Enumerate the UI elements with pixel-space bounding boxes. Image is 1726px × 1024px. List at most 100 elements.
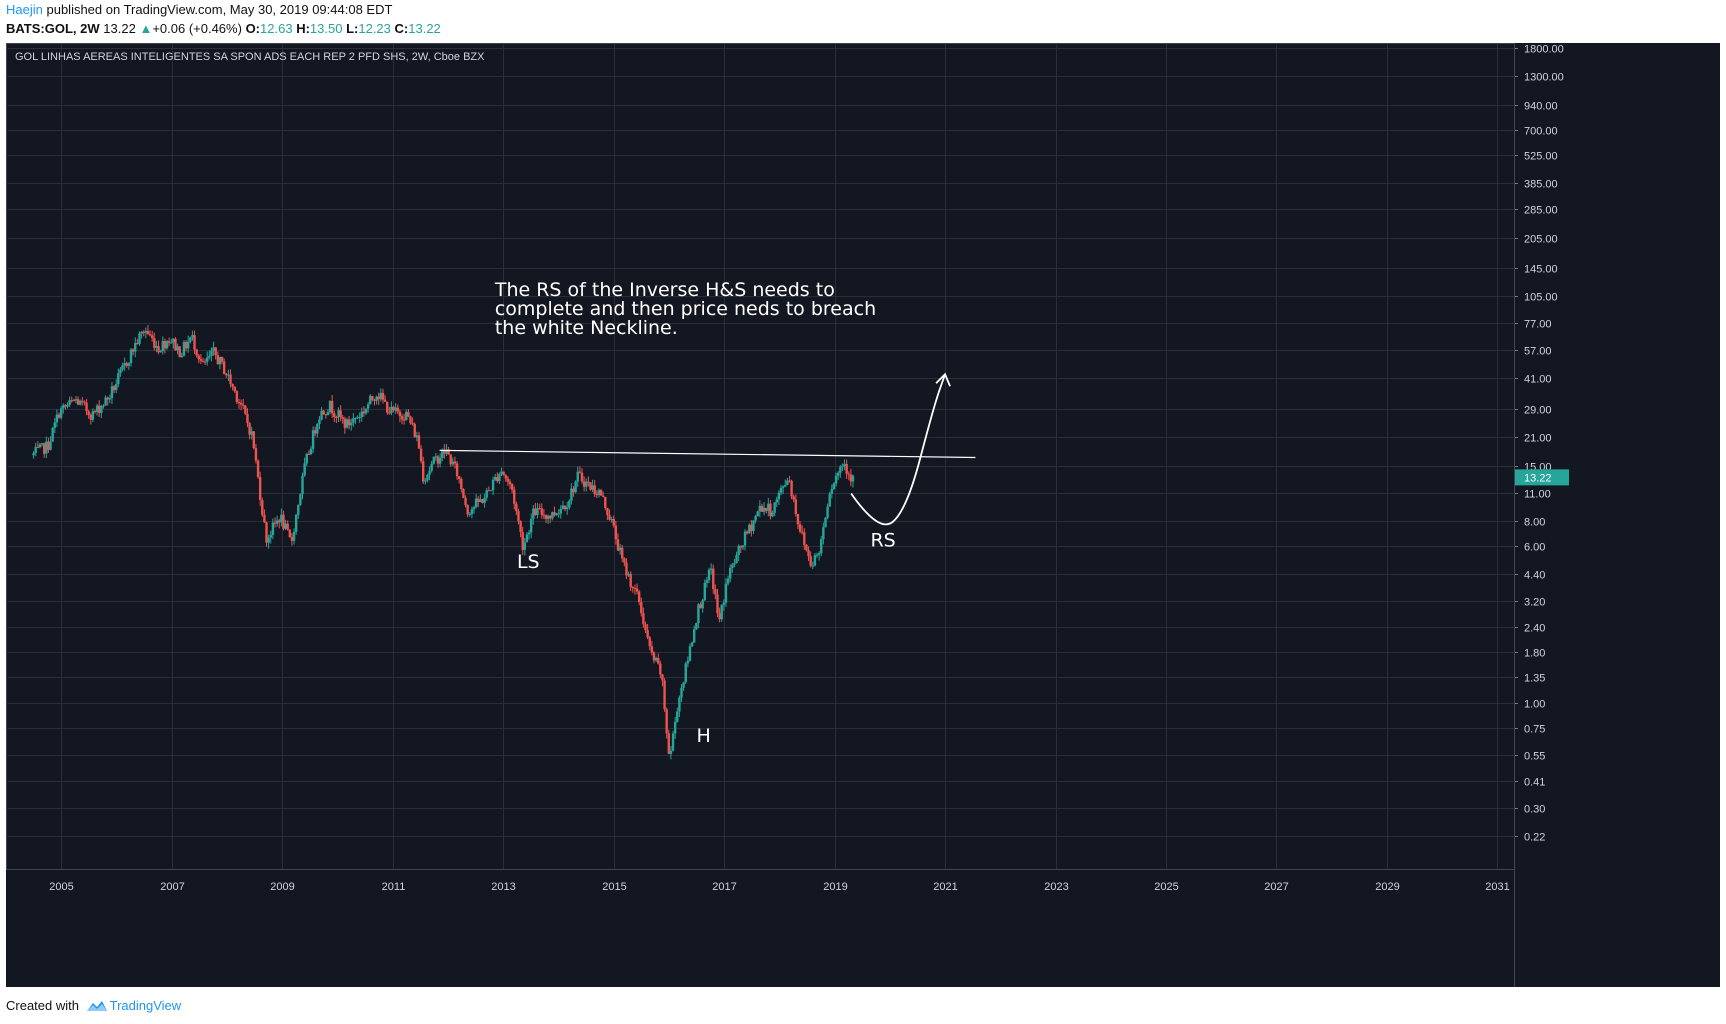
candle-body [146,331,150,335]
candle-body [150,335,154,339]
candle-body [582,481,586,487]
y-tick-label: 1.00 [1524,699,1545,711]
candle-body [464,497,467,506]
candle-body [601,495,605,497]
candle-body [720,604,723,620]
candle-body [379,392,383,400]
candle-body [546,515,550,519]
candle-body [108,398,112,400]
candle-body [225,374,228,376]
candle-body [117,373,120,385]
candle-body [805,544,808,551]
candle-body [430,463,433,471]
candle-body [98,405,101,413]
tradingview-link[interactable]: TradingView [109,998,182,1013]
candle-body [167,341,171,343]
candle-body [70,400,73,402]
candle-body [470,509,474,515]
candle-body [189,337,192,342]
chart-container[interactable]: 2005 2007 2009 2011 2013 2015 2017 2019 2021 2023… [6,43,1720,987]
annotation-label-ls: LS [517,551,540,573]
y-tick-label: 205.00 [1524,234,1558,246]
candle-body [807,550,810,557]
candle-body [373,399,376,401]
y-tick-label: 1.80 [1524,648,1545,660]
candle-body [271,522,275,535]
candle-body [676,711,679,722]
candle-body [608,515,611,520]
candle-body [436,456,440,464]
candle-body [43,443,46,454]
candle-body [400,416,404,420]
author-link[interactable]: Haejin [6,2,43,17]
x-tick-label: 2005 [49,881,73,893]
candle-body [390,406,393,413]
candle-body [364,408,368,414]
publish-info: Haejin published on TradingView.com, May… [6,2,392,17]
candle-body [743,531,747,546]
candle-body [529,518,533,533]
candle-body [784,484,787,487]
candle-body [477,498,480,503]
candle-body [735,555,738,564]
candle-body [235,391,239,403]
candle-body [248,423,251,435]
y-tick-label: 0.41 [1524,777,1545,789]
candle-body [424,480,427,482]
candle-body [201,360,205,362]
candle-body [701,600,704,609]
x-tick-label: 2011 [382,881,406,893]
candle-body [847,473,850,475]
candles [32,324,855,760]
candle-body [218,356,222,365]
candle-body [176,346,179,351]
candle-body [369,395,372,405]
candle-body [648,637,651,647]
y-tick-label: 21.00 [1524,433,1552,445]
candle-body [140,331,143,334]
y-tick-label: 105.00 [1524,292,1558,304]
candle-body [544,515,548,519]
candle-body [375,396,378,401]
candle-body [851,475,855,482]
candle-body [83,401,86,403]
price-chart[interactable]: 2005 2007 2009 2011 2013 2015 2017 2019 2021 2023… [6,43,1720,987]
candle-body [402,419,406,421]
candle-body [729,567,732,579]
candle-body [229,374,232,385]
candle-body [261,500,264,515]
candle-body [561,505,565,509]
candle-body [587,481,590,483]
x-tick-label: 2023 [1044,881,1068,893]
candle-body [184,342,188,349]
candle-body [468,514,471,516]
candle-body [699,604,702,609]
x-tick-label: 2009 [270,881,294,893]
candle-body [538,508,541,510]
candle-body [737,545,740,556]
y-tick-label: 1.35 [1524,673,1545,685]
candle-body [597,490,601,495]
candle-body [466,505,469,515]
candle-body [324,414,328,416]
tradingview-logo-icon [86,1001,107,1011]
candle-body [322,410,325,415]
candle-body [59,408,63,418]
current-price-label: 13.22 [1524,472,1552,484]
candle-body [337,410,340,418]
candle-body [258,477,262,501]
candle-body [637,591,641,603]
candle-body [595,494,599,496]
candle-body [443,449,446,454]
ohlc-legend: BATS:GOL, 2W 13.22 ▲+0.06 (+0.46%) O:12.… [6,21,441,36]
annotation-note: The RS of the Inverse H&S needs to comple… [494,279,876,339]
candle-body [278,520,281,523]
candle-body [527,532,531,535]
candle-body [460,479,463,490]
candle-body [301,475,304,495]
candle-body [621,547,624,559]
candle-body [510,484,514,490]
candle-body [536,508,539,515]
candle-body [371,395,374,400]
candle-body [62,405,65,409]
